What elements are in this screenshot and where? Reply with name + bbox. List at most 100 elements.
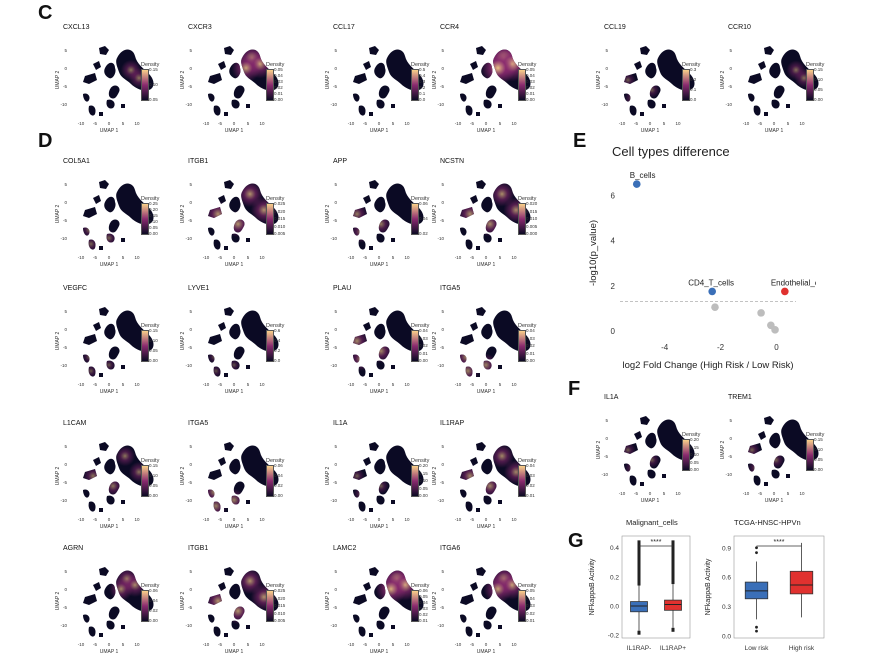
gene-name: CCL19 — [604, 24, 626, 31]
y-axis-label: UMAP 2 — [720, 441, 726, 460]
boxplot-1: -0.2 0.0 0.2 0.4 NFkappaB Activity IL1RAP- IL1… — [589, 535, 691, 652]
y-tick-label: 5 — [64, 569, 67, 574]
legend-tick-label: 0.00 — [149, 358, 158, 363]
legend-tick-label: 0.04 — [526, 595, 535, 601]
y-tick-label: 5 — [189, 569, 192, 574]
x-tick-label: 10 — [511, 517, 517, 522]
x-tick-label: -10 — [78, 121, 85, 126]
x-tick-label: -10 — [78, 255, 85, 260]
umap-cluster — [476, 442, 486, 451]
x-tick-label: 0 — [378, 382, 381, 387]
y-tick-label: 0 — [189, 587, 192, 592]
density-legend: Density 0.25 0.20 0.15 0.10 0.05 0.00 — [141, 196, 167, 240]
y-tick-label: 0 — [189, 462, 192, 467]
umap-cluster — [224, 373, 228, 377]
x-axis-label: UMAP 1 — [477, 524, 496, 530]
y-tick-label: -5 — [333, 218, 337, 223]
density-hotspot — [624, 90, 640, 106]
x-tick-label: -10 — [455, 382, 462, 387]
umap-cluster — [460, 73, 474, 84]
legend-tick-label: 0.02 — [526, 85, 535, 90]
umap-scatter: -10 -5 0 5 10 5 0 -5 -10 UMAP 1 UMAP 2 — [180, 442, 279, 530]
umap-cluster — [786, 104, 790, 108]
x-tick-label: 10 — [259, 382, 265, 387]
y-tick-label: 5 — [605, 418, 608, 423]
y-tick-label: 5 — [334, 444, 337, 449]
y-tick-label: 0.4 — [610, 545, 619, 552]
x-tick-label: -5 — [363, 517, 367, 522]
umap-cluster — [363, 322, 371, 331]
x-tick-label: 5 — [122, 255, 125, 260]
y-axis-label: UMAP 2 — [180, 205, 186, 224]
y-tick-label: 5 — [729, 48, 732, 53]
legend-tick-label: 0.01 — [274, 91, 283, 96]
x-tick-label: -10 — [203, 255, 210, 260]
y-tick-label: 0 — [441, 462, 444, 467]
x-axis-label: UMAP 1 — [225, 262, 244, 268]
x-tick-label: -10 — [78, 517, 85, 522]
umap-axes: -10 -5 0 5 10 5 0 -5 -10 UMAP 1 UMAP 2 — [432, 309, 517, 395]
legend-tick-label: 0.06 — [419, 201, 428, 206]
legend-tick-label: 0.05 — [149, 348, 158, 353]
umap-cluster — [229, 323, 241, 340]
density-legend: Density 0.15 0.10 0.05 0.00 — [141, 458, 167, 502]
density-legend: Density 0.04 0.03 0.02 0.01 0.00 — [411, 323, 437, 367]
legend-tick-label: 0.05 — [149, 483, 158, 488]
y-axis-label: UMAP 2 — [432, 592, 438, 611]
y-tick-label: -10 — [185, 102, 192, 107]
legend-tick-label: 0.4 — [274, 338, 281, 343]
legend-tick-label: 0.04 — [526, 328, 535, 333]
legend-title: Density — [518, 196, 537, 202]
gene-name: PLAU — [333, 285, 352, 292]
legend-tick-label: 0.2 — [274, 348, 281, 353]
y-tick-label: 0 — [441, 200, 444, 205]
umap-cluster — [208, 334, 222, 345]
legend-tick-label: 0.03 — [274, 79, 283, 84]
legend-colorbar — [518, 465, 526, 497]
x-tick-label: 5 — [499, 517, 502, 522]
significance-stars: **** — [651, 539, 662, 546]
legend-tick-label: 0.02 — [526, 610, 535, 616]
y-tick-label: 0.3 — [722, 604, 731, 611]
umap-plot: CCR4 -10 -5 0 5 10 5 0 -5 -10 UMAP 1 UMAP 2 Density 0… — [432, 24, 542, 136]
umap-cluster — [121, 365, 125, 369]
density-hotspot — [474, 353, 498, 377]
plot-frame — [621, 535, 691, 639]
legend-title: Density — [518, 458, 537, 464]
density-hotspot — [369, 339, 393, 363]
density-hotspot — [353, 486, 369, 502]
density-hotspot — [460, 201, 483, 227]
x-tick-label: 5 — [392, 517, 395, 522]
density-hotspot — [644, 452, 660, 468]
umap-cluster — [224, 633, 228, 637]
x-category-label: IL1RAP+ — [660, 645, 686, 652]
y-tick-label: -10 — [60, 236, 67, 241]
umap-cluster — [460, 334, 474, 345]
umap-cluster — [93, 582, 101, 591]
gene-name: IL1A — [604, 394, 619, 401]
umap-cluster — [369, 633, 373, 637]
x-tick-label: 0 — [108, 382, 111, 387]
box-outliers — [637, 630, 641, 635]
umap-cluster — [358, 105, 366, 116]
density-legend: Density 0.04 0.03 0.02 0.01 — [518, 458, 544, 502]
density-legend: Density 0.04 0.03 0.02 0.01 0.00 — [518, 323, 544, 367]
umap-cluster — [104, 62, 116, 79]
umap-cluster — [213, 239, 221, 250]
umap-cluster — [773, 85, 785, 99]
y-tick-label: -10 — [330, 498, 337, 503]
x-tick-label: -5 — [93, 642, 97, 647]
umap-cluster — [748, 93, 755, 102]
density-hotspot — [353, 203, 368, 225]
umap-cluster — [218, 61, 226, 70]
legend-tick-label: 0.05 — [419, 594, 428, 599]
gene-name: IL1RAP — [440, 420, 465, 427]
legend-tick-label: 0.05 — [274, 67, 283, 72]
y-axis-label: UMAP 2 — [55, 332, 61, 351]
legend-tick-label: 0.15 — [814, 67, 823, 72]
x-tick-label: -2 — [717, 343, 725, 352]
umap-cluster — [465, 239, 473, 250]
umap-cluster — [233, 85, 245, 99]
y-axis-label: UMAP 2 — [55, 592, 61, 611]
density-hotspot — [477, 211, 503, 237]
